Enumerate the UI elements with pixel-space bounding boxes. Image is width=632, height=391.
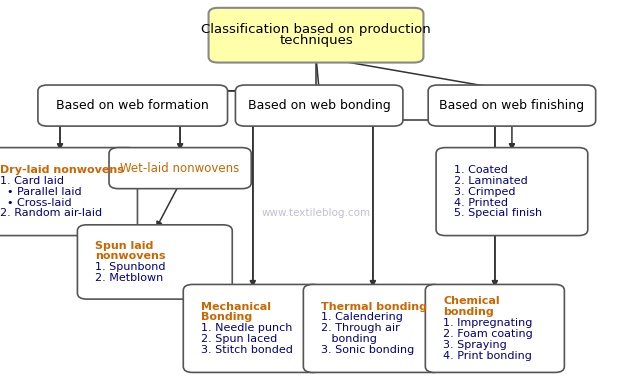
Text: 4. Printed: 4. Printed: [454, 197, 507, 208]
Text: • Parallel laid: • Parallel laid: [1, 187, 82, 197]
Text: 3. Stitch bonded: 3. Stitch bonded: [201, 345, 293, 355]
Text: www.textileblog.com: www.textileblog.com: [262, 208, 370, 218]
Text: 3. Crimped: 3. Crimped: [454, 187, 515, 197]
FancyBboxPatch shape: [0, 147, 138, 235]
Text: 1. Coated: 1. Coated: [454, 165, 507, 175]
Text: Mechanical: Mechanical: [201, 301, 271, 312]
Text: Spun laid: Spun laid: [95, 240, 154, 251]
Text: Dry-laid nonwovens: Dry-laid nonwovens: [1, 165, 125, 175]
Text: 1. Spunbond: 1. Spunbond: [95, 262, 166, 273]
FancyBboxPatch shape: [183, 284, 322, 372]
FancyBboxPatch shape: [38, 85, 228, 126]
Text: Based on web formation: Based on web formation: [56, 99, 209, 112]
Text: 4. Print bonding: 4. Print bonding: [443, 351, 532, 361]
Text: Chemical: Chemical: [443, 296, 500, 306]
Text: techniques: techniques: [279, 34, 353, 47]
Text: Thermal bonding: Thermal bonding: [321, 301, 427, 312]
FancyBboxPatch shape: [77, 225, 233, 299]
Text: 2. Metblown: 2. Metblown: [95, 273, 163, 283]
FancyBboxPatch shape: [303, 284, 442, 372]
Text: 2. Spun laced: 2. Spun laced: [201, 334, 277, 344]
Text: Bonding: Bonding: [201, 312, 252, 323]
Text: bonding: bonding: [321, 334, 377, 344]
Text: 1. Card laid: 1. Card laid: [1, 176, 64, 186]
Text: • Cross-laid: • Cross-laid: [1, 197, 72, 208]
FancyBboxPatch shape: [425, 284, 564, 372]
Text: 3. Sonic bonding: 3. Sonic bonding: [321, 345, 415, 355]
Text: Wet-laid nonwovens: Wet-laid nonwovens: [121, 161, 240, 175]
Text: 2. Laminated: 2. Laminated: [454, 176, 528, 186]
Text: 1. Needle punch: 1. Needle punch: [201, 323, 293, 334]
Text: 5. Special finish: 5. Special finish: [454, 208, 542, 219]
FancyBboxPatch shape: [109, 147, 251, 189]
FancyBboxPatch shape: [428, 85, 596, 126]
Text: 1. Impregnating: 1. Impregnating: [443, 318, 532, 328]
Text: Based on web finishing: Based on web finishing: [439, 99, 585, 112]
Text: Classification based on production: Classification based on production: [201, 23, 431, 36]
Text: 2. Foam coating: 2. Foam coating: [443, 329, 533, 339]
Text: bonding: bonding: [443, 307, 494, 317]
Text: 3. Spraying: 3. Spraying: [443, 340, 507, 350]
FancyBboxPatch shape: [209, 8, 423, 63]
FancyBboxPatch shape: [436, 147, 588, 235]
FancyBboxPatch shape: [235, 85, 403, 126]
Text: Based on web bonding: Based on web bonding: [248, 99, 391, 112]
Text: nonwovens: nonwovens: [95, 251, 166, 262]
Text: 1. Calendering: 1. Calendering: [321, 312, 403, 323]
Text: 2. Random air-laid: 2. Random air-laid: [1, 208, 102, 219]
Text: 2. Through air: 2. Through air: [321, 323, 400, 334]
